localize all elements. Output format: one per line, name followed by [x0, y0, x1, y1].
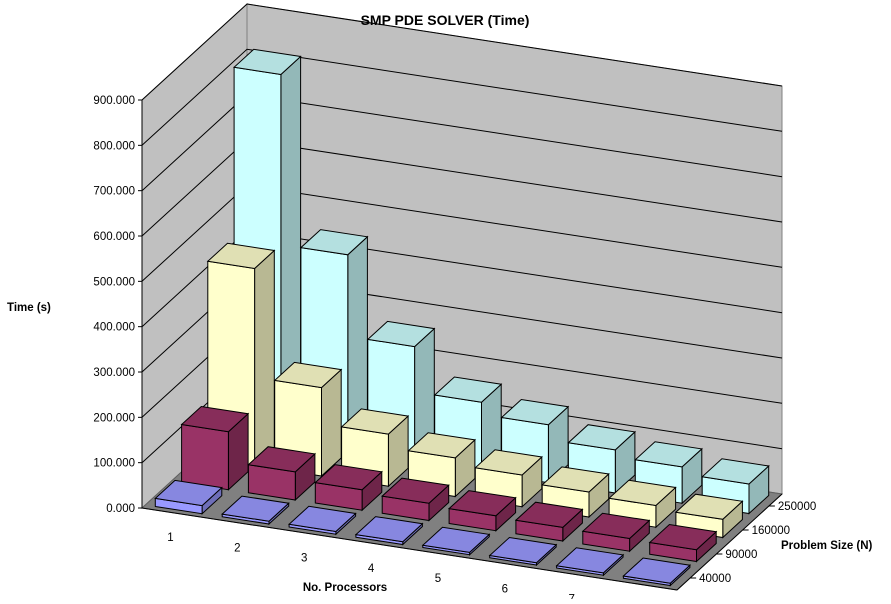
y-axis-label: Time (s) [7, 302, 51, 314]
bar [221, 495, 290, 526]
y-tick-label: 800.000 [93, 140, 135, 152]
y-tick-label: 900.000 [93, 95, 135, 107]
bar [180, 405, 250, 491]
y-tick-label: 400.000 [93, 322, 135, 334]
bar [354, 516, 424, 546]
x-tick-label: 6 [502, 583, 508, 595]
bar [247, 446, 317, 502]
bar [154, 479, 223, 515]
z-tick-label: 90000 [725, 549, 757, 561]
z-axis-line [676, 493, 783, 591]
y-tick-label: 300.000 [93, 367, 135, 379]
y-tick-label: 700.000 [93, 186, 135, 198]
bar [447, 490, 517, 532]
y-tick-label: 100.000 [93, 458, 135, 470]
bar [273, 361, 343, 478]
bar [581, 512, 651, 553]
x-tick-label: 7 [568, 594, 574, 599]
bar [340, 408, 410, 488]
x-tick-label: 4 [368, 563, 375, 575]
z-tick-label: 40000 [699, 573, 731, 585]
bars-layer [154, 48, 770, 587]
bar [488, 536, 558, 567]
bar [701, 458, 770, 515]
bar [421, 526, 491, 556]
z-axis-label: Problem Size (N) [781, 540, 873, 552]
tick-labels: 0.000 100.000 200.000 300.000 400.000 500.000… [93, 95, 816, 604]
bar [514, 501, 584, 543]
bar [381, 477, 450, 522]
y-tick-label: 200.000 [93, 412, 135, 424]
y-tick-label: 500.000 [93, 276, 135, 288]
y-tick-label: 600.000 [93, 231, 135, 243]
bar [555, 547, 625, 577]
bar [314, 464, 383, 512]
x-tick-label: 2 [234, 542, 240, 554]
x-tick-label: 1 [167, 532, 173, 544]
bar [648, 523, 718, 563]
y-tick-label: 0.000 [106, 503, 135, 515]
bar [287, 505, 357, 536]
x-axis-label: No. Processors [303, 582, 387, 594]
z-tick-label: 160000 [752, 525, 790, 537]
gridline [141, 48, 783, 146]
x-tick-label: 5 [435, 573, 441, 585]
z-tick-label: 250000 [778, 501, 816, 513]
x-tick-label: 3 [301, 553, 307, 565]
gridline [141, 3, 783, 101]
x-axis-line [141, 507, 678, 591]
bar [622, 557, 692, 587]
chart-title: SMP PDE SOLVER (Time) [361, 12, 530, 28]
